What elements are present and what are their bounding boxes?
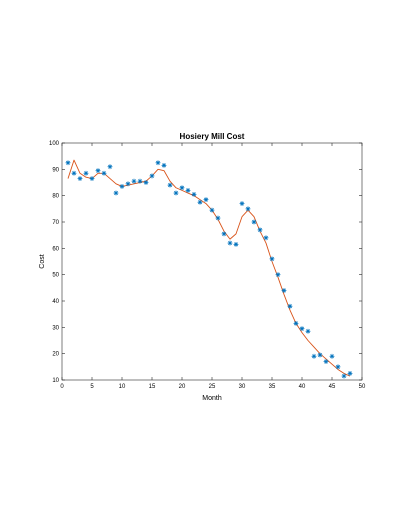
x-axis-label: Month — [202, 395, 222, 402]
data-point — [269, 256, 275, 262]
y-tick-label: 60 — [52, 246, 59, 252]
y-axis-ticks: 10 20 30 40 50 60 70 80 90 100 — [49, 141, 362, 384]
data-point — [239, 201, 245, 206]
fit-line — [67, 159, 351, 377]
chart-title: Hosiery Mill Cost — [180, 132, 245, 141]
x-tick-label: 0 — [60, 384, 64, 390]
y-tick-label: 80 — [52, 194, 59, 200]
data-point — [89, 176, 95, 181]
data-point — [155, 160, 161, 166]
data-point — [281, 288, 287, 293]
data-point — [287, 303, 293, 309]
y-axis-label: Cost — [39, 254, 46, 268]
data-point — [257, 227, 263, 233]
y-tick-label: 90 — [52, 167, 59, 173]
data-point — [311, 353, 317, 359]
data-point — [113, 190, 119, 196]
data-point — [119, 184, 125, 189]
x-axis-ticks: 0 5 10 15 20 25 30 35 40 45 50 — [60, 143, 366, 390]
data-point — [83, 170, 89, 176]
y-tick-label: 50 — [52, 273, 59, 279]
x-tick-label: 35 — [269, 384, 276, 390]
data-point — [167, 182, 173, 188]
data-point — [323, 359, 329, 364]
data-point — [329, 353, 335, 359]
x-tick-label: 5 — [90, 384, 94, 390]
data-point — [161, 162, 167, 168]
data-point — [191, 191, 197, 197]
data-point — [71, 170, 77, 176]
data-point — [299, 326, 305, 332]
x-tick-label: 45 — [329, 384, 336, 390]
data-point — [131, 178, 137, 184]
data-point — [77, 176, 83, 181]
data-point — [203, 197, 209, 203]
data-point — [173, 190, 179, 196]
x-tick-label: 50 — [359, 384, 366, 390]
x-tick-label: 15 — [149, 384, 156, 390]
data-point — [197, 199, 203, 205]
data-point — [305, 328, 311, 334]
data-point — [107, 164, 113, 170]
y-tick-label: 10 — [52, 378, 59, 384]
data-point — [137, 178, 143, 184]
data-point — [185, 188, 191, 193]
series-layer — [65, 159, 353, 379]
data-point — [95, 168, 101, 174]
data-point — [341, 373, 347, 379]
x-tick-label: 20 — [179, 384, 186, 390]
y-tick-label: 70 — [52, 220, 59, 226]
data-point — [227, 240, 233, 246]
data-point — [233, 241, 239, 247]
data-point — [221, 231, 227, 237]
y-tick-label: 30 — [52, 325, 59, 331]
data-point — [125, 181, 131, 187]
data-point — [215, 215, 221, 221]
data-point — [251, 219, 257, 225]
x-tick-label: 40 — [299, 384, 306, 390]
x-tick-label: 30 — [239, 384, 246, 390]
x-tick-label: 25 — [209, 384, 216, 390]
data-point — [209, 207, 215, 213]
data-point — [275, 272, 281, 278]
data-point — [143, 180, 149, 185]
data-point — [263, 235, 269, 241]
x-tick-label: 10 — [119, 384, 126, 390]
y-tick-label: 100 — [49, 141, 60, 147]
data-point — [149, 173, 155, 179]
data-point — [317, 352, 323, 358]
y-tick-label: 40 — [52, 299, 59, 305]
data-point — [179, 185, 185, 191]
data-point — [101, 170, 107, 176]
data-point — [335, 364, 341, 370]
data-point — [293, 320, 299, 326]
data-point — [245, 206, 251, 212]
data-point — [65, 160, 71, 166]
data-point — [347, 371, 353, 376]
plot-area — [61, 142, 363, 381]
y-tick-label: 20 — [52, 352, 59, 358]
